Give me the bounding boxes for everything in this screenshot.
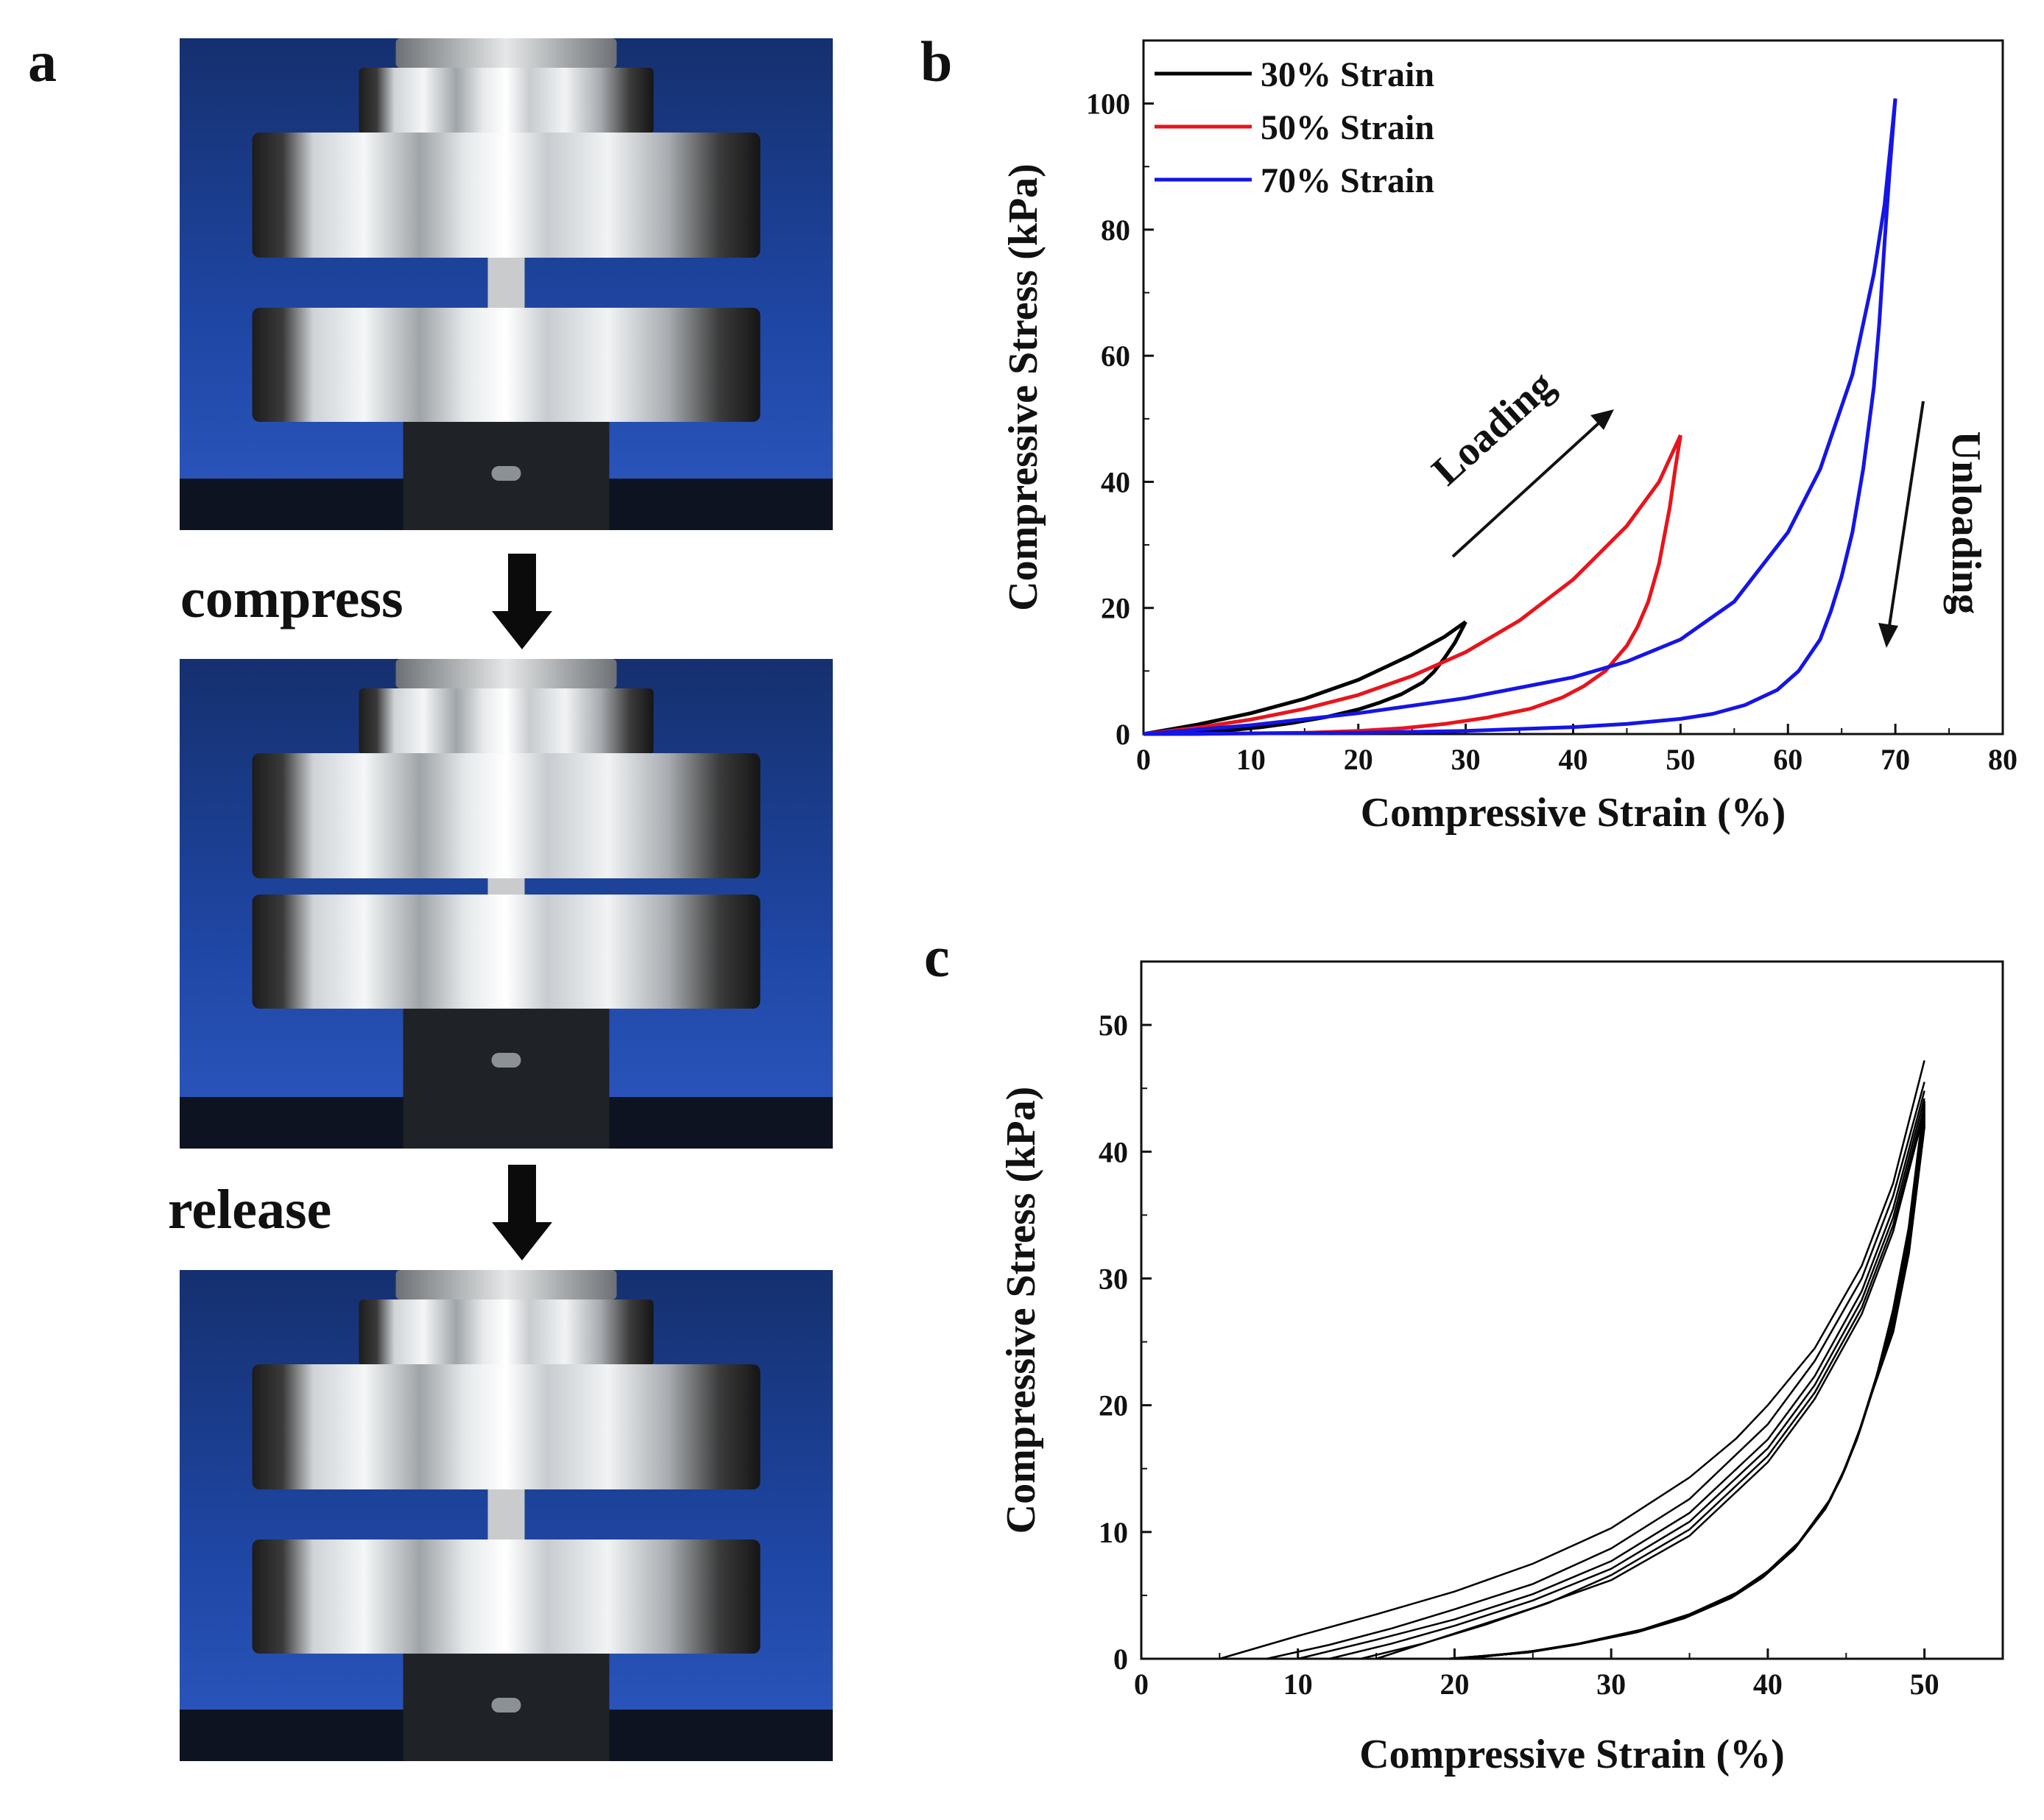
legend-label: 70% Strain xyxy=(1261,161,1434,200)
x-tick-label: 30 xyxy=(1596,1668,1626,1701)
unloading-band-curve xyxy=(1452,1111,1926,1660)
base-shaft xyxy=(403,1009,610,1149)
released-state-photo xyxy=(180,1270,833,1761)
upper-platen xyxy=(252,133,761,258)
loading-arrow-icon xyxy=(1451,415,1608,558)
lower-platen xyxy=(252,1539,761,1654)
y-tick-label: 20 xyxy=(1101,592,1130,625)
cycle-2-loading-curve xyxy=(1266,1082,1925,1660)
legend-label: 50% Strain xyxy=(1261,108,1434,147)
upper-collar xyxy=(359,688,654,755)
x-tick-label: 40 xyxy=(1753,1668,1783,1701)
loading-arrowhead-icon xyxy=(1590,409,1614,430)
knurled-rod xyxy=(395,659,617,688)
shaft-pin xyxy=(491,1698,521,1713)
unloading-band-curve xyxy=(1451,1113,1926,1660)
y-tick-label: 20 xyxy=(1099,1389,1128,1422)
plot-frame xyxy=(1140,960,2004,1660)
unloading-label: Unloading xyxy=(1943,431,1989,615)
y-tick-label: 10 xyxy=(1099,1516,1128,1549)
y-tick-label: 50 xyxy=(1099,1009,1128,1042)
knurled-rod xyxy=(395,38,617,68)
unloading-band-curve xyxy=(1448,1126,1926,1660)
x-tick-label: 70 xyxy=(1881,743,1910,776)
x-tick-label: 50 xyxy=(1910,1668,1939,1701)
upper-platen xyxy=(252,1364,761,1489)
x-tick-label: 30 xyxy=(1451,743,1481,776)
cycle-3-loading-curve xyxy=(1297,1090,1925,1660)
release-arrow-icon xyxy=(492,1165,552,1260)
release-label: release xyxy=(168,1179,331,1241)
loading-curve xyxy=(1143,434,1682,736)
x-tick-label: 0 xyxy=(1136,743,1151,776)
upper-platen xyxy=(252,753,761,878)
legend-label: 30% Strain xyxy=(1261,55,1434,94)
cycle-6-loading-curve xyxy=(1375,1110,1925,1660)
x-tick-label: 0 xyxy=(1134,1668,1149,1701)
initial-state-photo xyxy=(180,38,833,530)
panel-a-photos xyxy=(180,38,833,1761)
x-tick-label: 80 xyxy=(1988,743,2017,776)
x-tick-label: 10 xyxy=(1283,1668,1313,1701)
y-tick-label: 60 xyxy=(1101,339,1130,373)
unloading-band-curve xyxy=(1451,1115,1926,1660)
shaft-pin xyxy=(491,466,521,481)
series-30-strain xyxy=(1143,620,1467,736)
compress-label: compress xyxy=(180,568,403,629)
unloading-band-curve xyxy=(1451,1118,1926,1660)
chart-c: 0 10 20 30 40 50 0 10 20 30 40 50 Compressive Strain… xyxy=(998,960,2004,1777)
loading-curve xyxy=(1143,98,1897,736)
shaft-pin xyxy=(491,1053,521,1068)
foam-specimen xyxy=(487,1489,525,1539)
y-axis-title: Compressive Stress (kPa) xyxy=(998,1087,1044,1534)
cycle-4-loading-curve xyxy=(1329,1098,1925,1660)
x-axis-title: Compressive Strain (%) xyxy=(1361,790,1786,836)
cycle-1-loading-curve xyxy=(1219,1059,1925,1660)
unloading-arrowhead-icon xyxy=(1878,623,1898,648)
unloading-band-curve xyxy=(1453,1103,1926,1660)
unloading-band-curve xyxy=(1450,1121,1926,1660)
x-tick-label: 60 xyxy=(1773,743,1802,776)
y-tick-label: 0 xyxy=(1116,718,1130,751)
unloading-curve xyxy=(1143,98,1897,736)
x-tick-label: 50 xyxy=(1666,743,1695,776)
unloading-band-curve xyxy=(1449,1124,1926,1660)
foam-specimen xyxy=(487,258,525,308)
unloading-curve xyxy=(1143,621,1467,736)
x-tick-label: 40 xyxy=(1559,743,1588,776)
y-tick-label: 0 xyxy=(1113,1643,1128,1676)
y-tick-label: 80 xyxy=(1101,214,1130,247)
unloading-arrow-icon xyxy=(1888,401,1925,627)
y-tick-label: 30 xyxy=(1099,1262,1128,1295)
chart-b: 0 10 20 30 40 50 60 70 80 0 20 40 60 80 100 Compressive… xyxy=(1001,39,2017,836)
series-70-strain xyxy=(1143,98,1897,736)
y-tick-label: 40 xyxy=(1099,1135,1128,1168)
x-tick-label: 20 xyxy=(1344,743,1373,776)
unloading-band-curve xyxy=(1453,1106,1926,1660)
loading-curve xyxy=(1143,620,1467,736)
foam-specimen xyxy=(487,878,525,895)
y-tick-label: 40 xyxy=(1101,465,1130,498)
compress-arrow-icon xyxy=(492,554,552,649)
x-axis-title: Compressive Strain (%) xyxy=(1359,1732,1785,1777)
unloading-band-curve xyxy=(1453,1108,1926,1660)
unloading-band-curve xyxy=(1454,1101,1926,1660)
upper-collar xyxy=(359,1299,654,1366)
panel-c-letter: c xyxy=(924,925,950,989)
panel-b-letter: b xyxy=(920,29,952,94)
compressed-state-photo xyxy=(180,659,833,1149)
cycle-5-loading-curve xyxy=(1360,1105,1925,1660)
x-tick-label: 10 xyxy=(1236,743,1266,776)
y-tick-label: 100 xyxy=(1086,88,1130,121)
y-axis-title: Compressive Stress (kPa) xyxy=(1001,163,1046,611)
lower-platen xyxy=(252,308,761,422)
upper-collar xyxy=(359,68,654,134)
x-tick-label: 20 xyxy=(1439,1668,1469,1701)
knurled-rod xyxy=(395,1270,617,1299)
lower-platen xyxy=(252,895,761,1009)
panel-a-letter: a xyxy=(28,29,57,94)
